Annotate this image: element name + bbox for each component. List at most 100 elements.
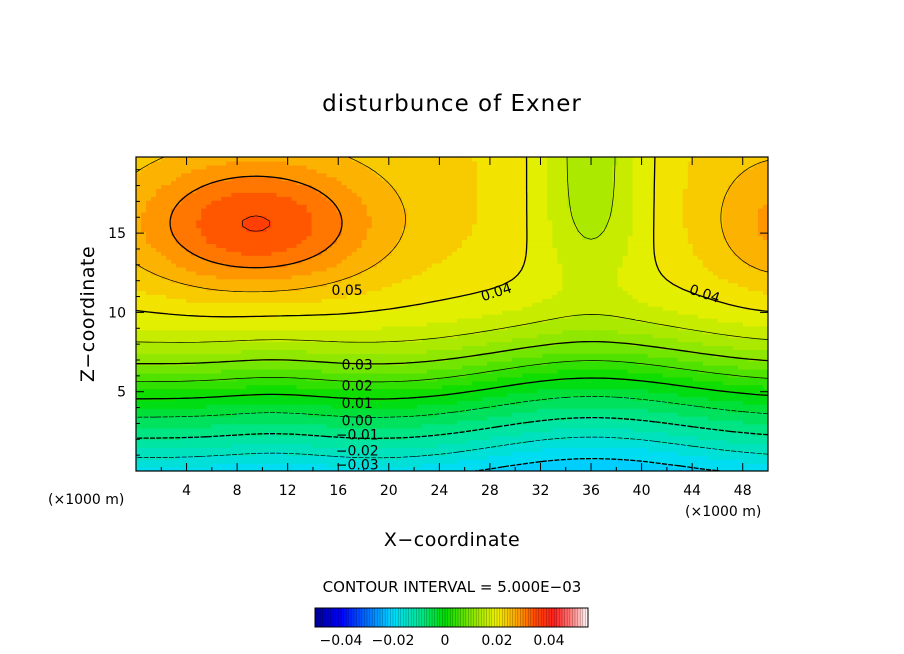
field-cell [562,447,568,452]
field-cell [637,317,644,323]
field-cell [652,353,659,358]
field-cell [657,404,664,409]
field-cell [562,317,568,323]
field-cell [742,416,749,421]
field-cell [161,451,167,456]
field-cell [552,376,558,382]
field-cell [391,341,398,346]
field-cell [652,321,659,327]
field-cell [507,333,513,339]
field-cell [652,431,659,437]
field-cell [266,412,273,417]
field-cell [391,439,398,445]
field-cell [712,337,719,343]
field-cell [577,459,584,464]
field-cell [727,451,734,456]
field-cell [301,467,308,471]
field-cell [627,376,634,382]
field-cell [622,349,629,354]
field-cell [592,451,599,456]
field-cell [221,404,227,409]
field-cell [326,341,333,346]
field-cell [557,337,563,343]
field-cell [441,314,448,319]
field-cell [492,380,498,386]
field-cell [411,419,418,425]
field-cell [146,419,152,425]
field-cell [517,317,523,323]
field-cell [216,427,222,433]
field-cell [301,451,308,456]
field-cell [386,392,393,398]
field-cell [727,396,734,401]
field-cell [732,431,739,437]
field-cell [241,384,247,390]
field-cell [467,400,473,405]
field-cell [166,317,172,323]
field-cell [396,412,403,417]
field-cell [602,463,609,468]
field-cell [562,404,568,409]
field-cell [682,447,689,452]
field-cell [136,321,142,327]
field-cell [266,333,273,339]
field-cell [256,376,262,382]
field-cell [326,447,333,452]
field-cell [281,447,288,452]
field-cell [236,321,242,327]
field-cell [276,412,283,417]
field-cell [492,317,498,323]
field-cell [577,341,584,346]
field-cell [301,396,308,401]
field-cell [747,404,754,409]
field-cell [757,455,764,460]
field-cell [627,400,634,405]
field-cell [316,451,323,456]
field-cell [517,384,523,390]
field-cell [572,451,578,456]
field-cell [497,333,503,339]
field-cell [587,321,594,327]
field-cell [331,388,338,394]
field-cell [647,353,654,358]
field-cell [637,447,644,452]
field-cell [291,372,298,378]
field-cell [411,396,418,401]
field-cell [306,439,313,445]
field-cell [426,325,433,331]
field-cell [356,368,363,374]
field-cell [707,439,714,445]
field-cell [281,384,288,390]
field-cell [522,349,528,354]
field-cell [562,396,568,401]
field-cell [296,408,303,413]
field-cell [542,329,548,335]
field-cell [316,353,323,358]
field-cell [221,447,227,452]
field-cell [612,361,619,366]
field-cell [361,392,368,398]
field-cell [346,353,353,358]
field-cell [296,329,303,335]
field-cell [577,361,584,366]
field-cell [241,419,247,425]
field-cell [452,321,458,327]
field-cell [211,349,217,354]
field-cell [752,388,759,394]
field-cell [632,451,639,456]
field-cell [351,459,358,464]
field-cell [527,341,533,346]
field-cell [752,372,759,378]
field-cell [657,353,664,358]
field-cell [687,357,694,362]
field-cell [146,416,152,421]
field-cell [316,345,323,350]
field-cell [587,357,594,362]
field-cell [707,384,714,390]
field-cell [592,345,599,350]
field-cell [722,439,729,445]
field-cell [657,384,664,390]
field-cell [637,345,644,350]
field-cell [602,384,609,390]
field-cell [386,380,393,386]
